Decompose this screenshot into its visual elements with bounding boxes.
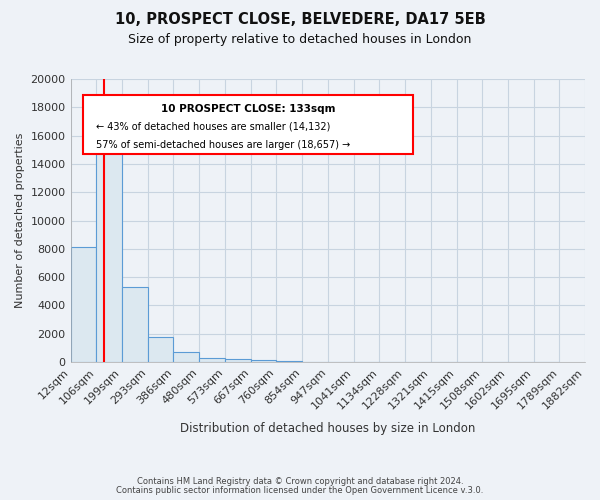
Text: Size of property relative to detached houses in London: Size of property relative to detached ho…: [128, 32, 472, 46]
X-axis label: Distribution of detached houses by size in London: Distribution of detached houses by size …: [180, 422, 475, 435]
Text: Contains HM Land Registry data © Crown copyright and database right 2024.: Contains HM Land Registry data © Crown c…: [137, 477, 463, 486]
Y-axis label: Number of detached properties: Number of detached properties: [15, 133, 25, 308]
Bar: [71, 248, 97, 362]
Bar: [148, 336, 173, 362]
Bar: [277, 360, 302, 362]
Bar: [122, 287, 148, 362]
Text: Contains public sector information licensed under the Open Government Licence v.: Contains public sector information licen…: [116, 486, 484, 495]
Text: ← 43% of detached houses are smaller (14,132): ← 43% of detached houses are smaller (14…: [96, 122, 331, 132]
Bar: [251, 360, 277, 362]
Bar: [199, 358, 225, 362]
Text: 10, PROSPECT CLOSE, BELVEDERE, DA17 5EB: 10, PROSPECT CLOSE, BELVEDERE, DA17 5EB: [115, 12, 485, 28]
Text: 10 PROSPECT CLOSE: 133sqm: 10 PROSPECT CLOSE: 133sqm: [161, 104, 335, 115]
Bar: [97, 128, 122, 362]
Bar: [225, 358, 251, 362]
FancyBboxPatch shape: [83, 94, 413, 154]
Bar: [173, 352, 199, 362]
Text: 57% of semi-detached houses are larger (18,657) →: 57% of semi-detached houses are larger (…: [96, 140, 350, 150]
